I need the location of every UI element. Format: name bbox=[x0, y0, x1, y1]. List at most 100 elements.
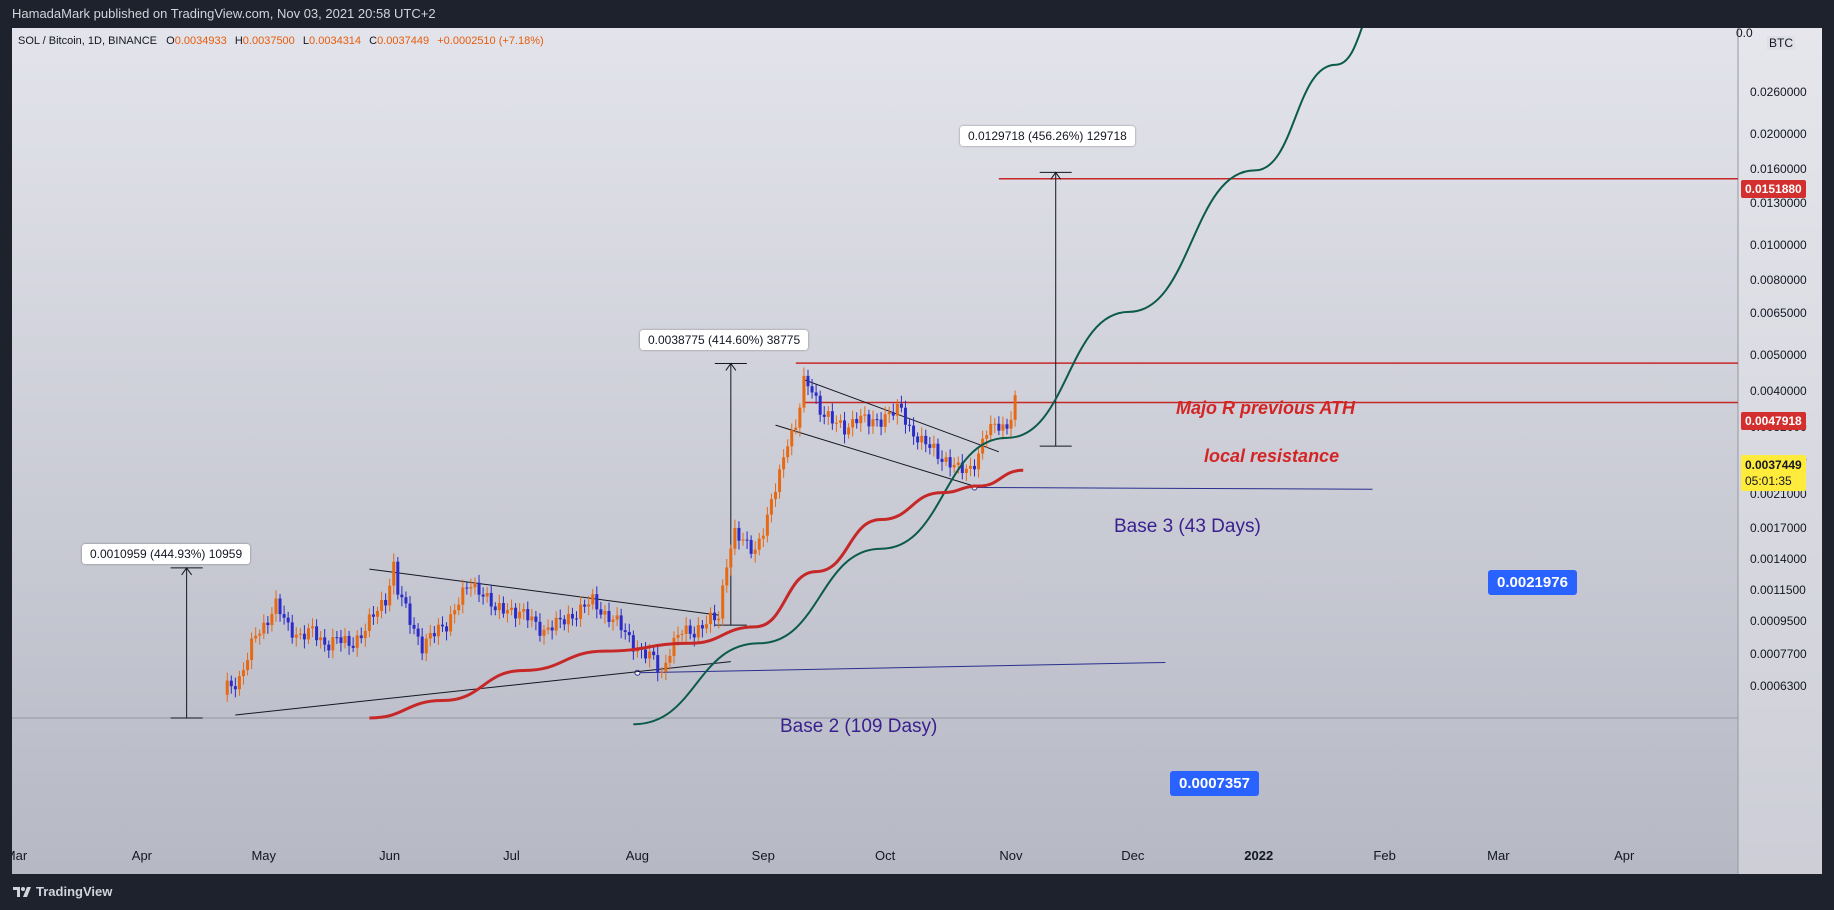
candle-body bbox=[371, 614, 375, 617]
candle-body bbox=[956, 462, 960, 465]
candle-body bbox=[607, 610, 611, 622]
candle-body bbox=[282, 614, 286, 618]
candle-body bbox=[542, 629, 546, 636]
candle-body bbox=[887, 412, 891, 415]
candle-body bbox=[428, 633, 432, 639]
y-axis-top-label: 0.0 bbox=[1736, 28, 1753, 40]
candle-body bbox=[989, 423, 993, 436]
candle-body bbox=[786, 446, 790, 458]
candle-body bbox=[562, 619, 566, 625]
support-tag-lower[interactable]: 0.0007357 bbox=[1170, 771, 1259, 796]
legend-high-value: 0.0037500 bbox=[242, 35, 295, 47]
candle-body bbox=[530, 616, 534, 621]
candle-body bbox=[644, 649, 648, 659]
local-resistance-annotation[interactable]: local resistance bbox=[1204, 446, 1340, 466]
last-price-tag[interactable]: 0.0037449 05:01:35 bbox=[1741, 455, 1806, 491]
candle-body bbox=[794, 427, 798, 430]
candle-body bbox=[538, 621, 542, 636]
candle-body bbox=[778, 469, 782, 492]
candle-body bbox=[440, 624, 444, 627]
candle-body bbox=[355, 635, 359, 648]
candle-body bbox=[575, 618, 579, 620]
support-line bbox=[637, 661, 1166, 674]
candle-body bbox=[412, 624, 416, 629]
footer-bar: TradingView bbox=[0, 874, 1834, 910]
candle-body bbox=[932, 443, 936, 448]
support-tag-upper[interactable]: 0.0021976 bbox=[1488, 570, 1577, 595]
candle-body bbox=[879, 419, 883, 427]
candle-body bbox=[477, 582, 481, 595]
candle-body bbox=[611, 619, 615, 622]
candle-body bbox=[570, 614, 574, 619]
candle-body bbox=[376, 610, 380, 617]
candle-body bbox=[709, 612, 713, 625]
candle-body bbox=[449, 614, 453, 632]
candle-body bbox=[335, 637, 339, 639]
candle-body bbox=[627, 632, 631, 636]
candle-body bbox=[656, 655, 660, 673]
measure-label-2[interactable]: 0.0038775 (414.60%) 38775 bbox=[640, 330, 809, 350]
x-tick-label: Oct bbox=[874, 848, 896, 863]
y-axis-currency: BTC bbox=[1767, 36, 1795, 50]
footer-brand[interactable]: TradingView bbox=[36, 884, 113, 899]
candle-body bbox=[948, 457, 952, 468]
candle-body bbox=[619, 615, 623, 631]
candle-body bbox=[660, 671, 664, 673]
y-tick-label: 0.0065000 bbox=[1750, 306, 1807, 321]
candle-body bbox=[875, 419, 879, 421]
candle-body bbox=[380, 599, 384, 611]
base-2-annotation[interactable]: Base 2 (109 Dasy) bbox=[780, 716, 938, 737]
candle-body bbox=[347, 635, 351, 646]
y-tick-label: 0.0080000 bbox=[1750, 273, 1807, 288]
candle-body bbox=[274, 598, 278, 614]
candle-body bbox=[258, 633, 262, 636]
chart-svg[interactable] bbox=[12, 28, 1822, 874]
candle-body bbox=[497, 603, 501, 611]
ath-annotation[interactable]: Majo R previous ATH bbox=[1176, 398, 1356, 418]
candle-body bbox=[826, 411, 830, 417]
candle-body bbox=[465, 587, 469, 589]
base-3-annotation[interactable]: Base 3 (43 Days) bbox=[1114, 516, 1261, 537]
candle-body bbox=[241, 670, 245, 677]
candle-body bbox=[985, 435, 989, 439]
candle-body bbox=[457, 604, 461, 611]
measure-label-1[interactable]: 0.0010959 (444.93%) 10959 bbox=[82, 544, 251, 564]
chart-legend: SOL / Bitcoin, 1D, BINANCE O0.0034933 H0… bbox=[18, 35, 546, 47]
candle-body bbox=[981, 438, 985, 454]
legend-symbol[interactable]: SOL / Bitcoin, 1D, BINANCE bbox=[18, 35, 157, 47]
candle-body bbox=[664, 662, 668, 672]
level-tag-ath[interactable]: 0.0047918 bbox=[1741, 412, 1806, 430]
legend-low-value: 0.0034314 bbox=[309, 35, 362, 47]
candle-body bbox=[323, 637, 327, 645]
x-tick-label: May bbox=[251, 848, 276, 863]
trendline bbox=[235, 661, 731, 716]
candle-body bbox=[895, 403, 899, 416]
candle-body bbox=[774, 491, 778, 500]
candle-body bbox=[359, 635, 363, 639]
candle-body bbox=[676, 634, 680, 638]
candle-body bbox=[623, 630, 627, 633]
measure-label-3[interactable]: 0.0129718 (456.26%) 129718 bbox=[960, 126, 1135, 146]
candle-body bbox=[587, 604, 591, 607]
candle-body bbox=[432, 633, 436, 637]
candle-body bbox=[250, 638, 254, 661]
candle-body bbox=[843, 420, 847, 435]
candle-body bbox=[262, 622, 266, 634]
candle-body bbox=[298, 633, 302, 635]
candle-body bbox=[302, 633, 306, 640]
candle-body bbox=[420, 636, 424, 654]
x-tick-label: Dec bbox=[1121, 848, 1145, 863]
chart-area[interactable]: SOL / Bitcoin, 1D, BINANCE O0.0034933 H0… bbox=[12, 28, 1822, 874]
candle-body bbox=[883, 414, 887, 427]
candle-body bbox=[782, 457, 786, 470]
candle-body bbox=[388, 585, 392, 606]
candle-body bbox=[315, 626, 319, 641]
candle-body bbox=[688, 625, 692, 634]
candle-body bbox=[233, 686, 237, 690]
y-tick-label: 0.0100000 bbox=[1750, 237, 1807, 252]
level-tag-target[interactable]: 0.0151880 bbox=[1741, 180, 1806, 198]
candle-body bbox=[648, 651, 652, 659]
candle-body bbox=[806, 375, 810, 387]
candle-body bbox=[968, 465, 972, 469]
candle-body bbox=[319, 637, 323, 641]
